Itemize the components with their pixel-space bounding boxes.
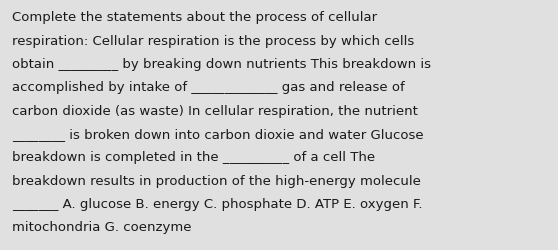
Text: accomplished by intake of _____________ gas and release of: accomplished by intake of _____________ … [12, 81, 405, 94]
Text: breakdown is completed in the __________ of a cell The: breakdown is completed in the __________… [12, 151, 376, 164]
Text: carbon dioxide (as waste) In cellular respiration, the nutrient: carbon dioxide (as waste) In cellular re… [12, 104, 418, 117]
Text: obtain _________ by breaking down nutrients This breakdown is: obtain _________ by breaking down nutrie… [12, 58, 431, 71]
Text: breakdown results in production of the high-energy molecule: breakdown results in production of the h… [12, 174, 421, 187]
Text: respiration: Cellular respiration is the process by which cells: respiration: Cellular respiration is the… [12, 34, 415, 48]
Text: _______ A. glucose B. energy C. phosphate D. ATP E. oxygen F.: _______ A. glucose B. energy C. phosphat… [12, 197, 423, 210]
Text: ________ is broken down into carbon dioxie and water Glucose: ________ is broken down into carbon diox… [12, 128, 424, 140]
Text: Complete the statements about the process of cellular: Complete the statements about the proces… [12, 11, 377, 24]
Text: mitochondria G. coenzyme: mitochondria G. coenzyme [12, 220, 192, 234]
